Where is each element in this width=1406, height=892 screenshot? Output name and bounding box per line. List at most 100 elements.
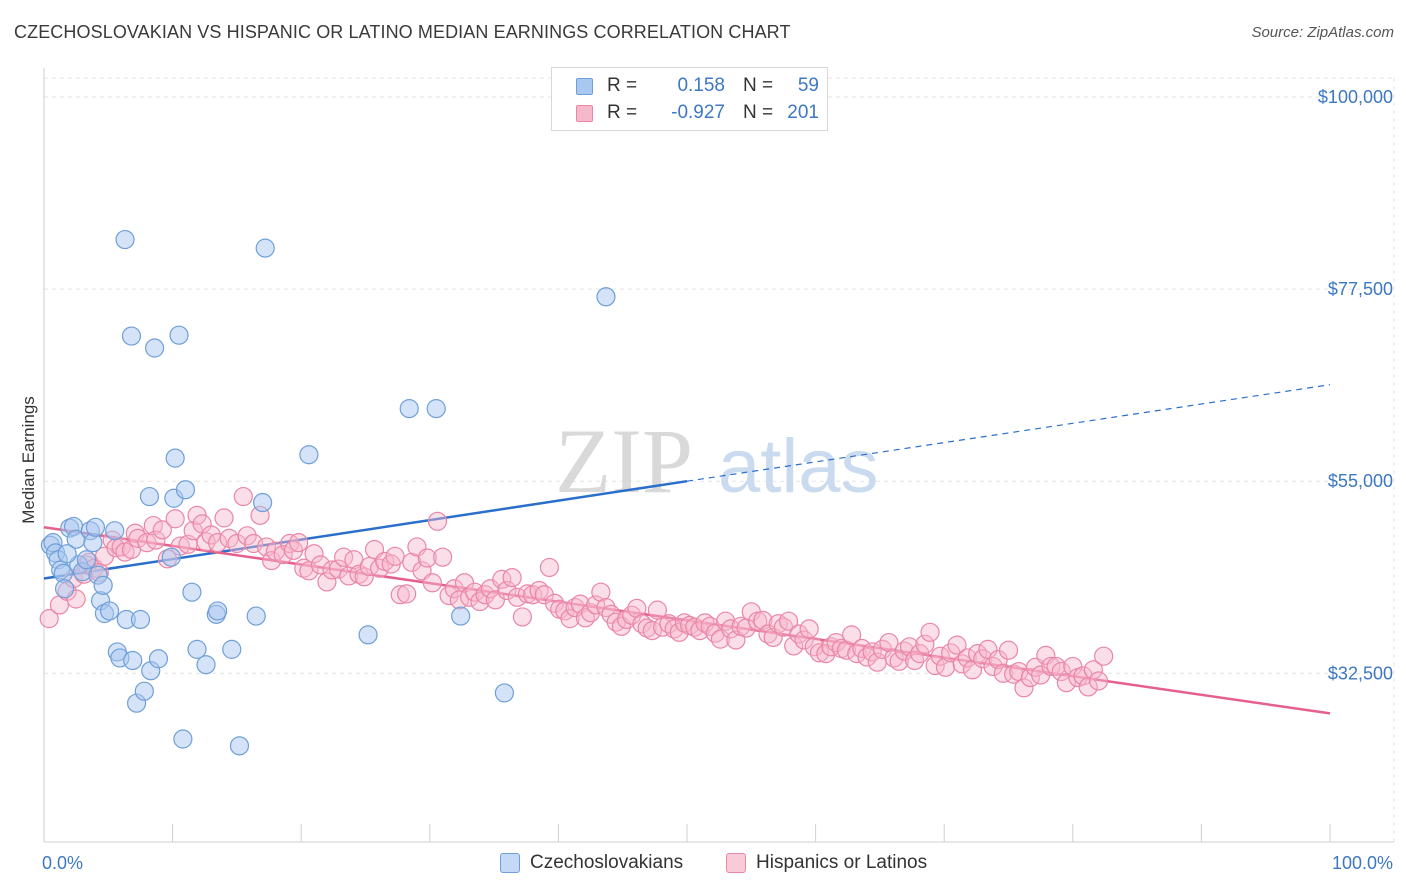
hispanic-point <box>143 515 163 536</box>
hispanic-point <box>1088 671 1109 691</box>
hispanic-point <box>1073 666 1093 686</box>
hispanic-point <box>915 634 935 654</box>
hispanic-point <box>427 511 448 531</box>
hispanic-point <box>1014 678 1034 698</box>
stats-legend: R = 0.158 N = 59 R = -0.927 N = 201 <box>551 67 828 131</box>
czechoslovakian-point <box>76 550 97 570</box>
hispanic-point <box>349 564 369 584</box>
hispanic-point <box>664 619 684 639</box>
hispanic-point <box>289 533 309 553</box>
hispanic-point <box>517 584 538 604</box>
hispanic-point <box>544 593 565 613</box>
hispanic-point <box>397 584 417 604</box>
hispanic-point <box>1094 646 1114 666</box>
legend-swatch-pink <box>726 853 746 873</box>
source-label: Source: ZipAtlas.com <box>1251 24 1394 41</box>
hispanic-point <box>512 607 532 627</box>
hispanic-point <box>669 622 689 642</box>
hispanic-point <box>39 609 59 629</box>
legend-label-czechoslovakians: Czechoslovakians <box>530 852 684 873</box>
hispanic-point <box>857 647 877 667</box>
hispanic-point <box>879 632 899 653</box>
hispanic-point <box>385 546 405 566</box>
legend-item-czechoslovakians: Czechoslovakians <box>500 852 683 874</box>
hispanic-point <box>784 636 804 656</box>
hispanic-point <box>539 557 559 578</box>
hispanic-point <box>842 625 862 645</box>
watermark: ZIP atlas <box>555 410 879 512</box>
hispanic-point <box>952 654 972 674</box>
hispanic-point <box>152 520 172 540</box>
czechoslovakian-point <box>358 625 378 645</box>
hispanic-point <box>310 555 331 575</box>
hispanic-point <box>146 530 166 550</box>
czechoslovakian-point <box>175 480 196 500</box>
legend-label-hispanics: Hispanics or Latinos <box>756 852 928 873</box>
hispanic-point <box>1056 673 1076 693</box>
hispanic-point <box>947 635 967 655</box>
hispanic-point <box>227 533 247 554</box>
hispanic-point <box>637 618 657 638</box>
czechoslovakian-point <box>399 399 419 419</box>
legend-n-label: N = <box>743 102 774 123</box>
hispanic-point <box>208 533 228 553</box>
hispanic-point <box>1046 656 1066 677</box>
czechoslovakian-point <box>99 601 120 621</box>
czechoslovakian-point <box>54 579 75 599</box>
watermark-zip: ZIP <box>555 410 693 512</box>
hispanic-point <box>884 648 904 668</box>
legend-n-value: 201 <box>787 102 819 123</box>
hispanic-point <box>799 619 819 639</box>
hispanic-point <box>1083 660 1103 680</box>
hispanic-point <box>993 663 1013 683</box>
czechoslovakian-point <box>255 238 275 258</box>
hispanic-point <box>685 617 705 637</box>
y-tick-label: $100,000 <box>1318 87 1393 107</box>
series-legend: Czechoslovakians Hispanics or Latinos <box>0 852 1406 878</box>
hispanic-point <box>214 508 234 528</box>
hispanic-point <box>262 550 282 571</box>
hispanic-point <box>804 637 824 657</box>
czechoslovakian-point <box>165 448 185 468</box>
hispanic-point <box>328 559 349 579</box>
hispanic-point <box>809 643 830 663</box>
czechoslovakian-point <box>130 609 151 630</box>
hispanic-point <box>957 648 977 668</box>
hispanic-point <box>237 526 257 546</box>
czechoslovakian-point <box>57 544 77 564</box>
hispanic-point <box>930 646 950 666</box>
hispanic-point <box>910 644 930 664</box>
hispanic-point <box>354 567 374 587</box>
trend-lines <box>43 384 1331 715</box>
hispanic-point <box>642 620 662 641</box>
czechoslovakian-point <box>596 287 616 307</box>
czechoslovakian-point <box>253 492 273 513</box>
hispanic-point <box>920 622 940 642</box>
hispanic-point <box>836 640 857 660</box>
hispanic-point <box>847 644 867 664</box>
hispanic-point <box>422 573 442 593</box>
czechoslovakian-point <box>115 229 135 250</box>
hispanic-point <box>575 608 596 628</box>
hispanic-point <box>973 649 993 669</box>
hispanic-point <box>674 613 695 633</box>
czechoslovakian-point <box>494 683 514 703</box>
czechoslovakian-point <box>105 521 125 541</box>
hispanic-point <box>322 560 342 580</box>
watermark-atlas: atlas <box>718 424 879 509</box>
hispanic-point <box>304 544 324 564</box>
legend-swatch-pink <box>576 104 593 122</box>
hispanic-point <box>1041 656 1061 677</box>
hispanic-point <box>497 580 517 601</box>
hispanic-point <box>1051 661 1071 682</box>
hispanic-point <box>710 629 731 649</box>
hispanic-point <box>794 630 814 650</box>
czechoslovakian-point <box>85 517 106 537</box>
legend-n-label: N = <box>743 75 774 96</box>
hispanic-point <box>826 632 846 653</box>
legend-row-czechoslovakians: R = 0.158 N = 59 <box>576 74 819 98</box>
hispanic-point <box>273 545 293 565</box>
hispanic-point <box>789 624 809 644</box>
czechoslovakian-point <box>196 655 216 675</box>
